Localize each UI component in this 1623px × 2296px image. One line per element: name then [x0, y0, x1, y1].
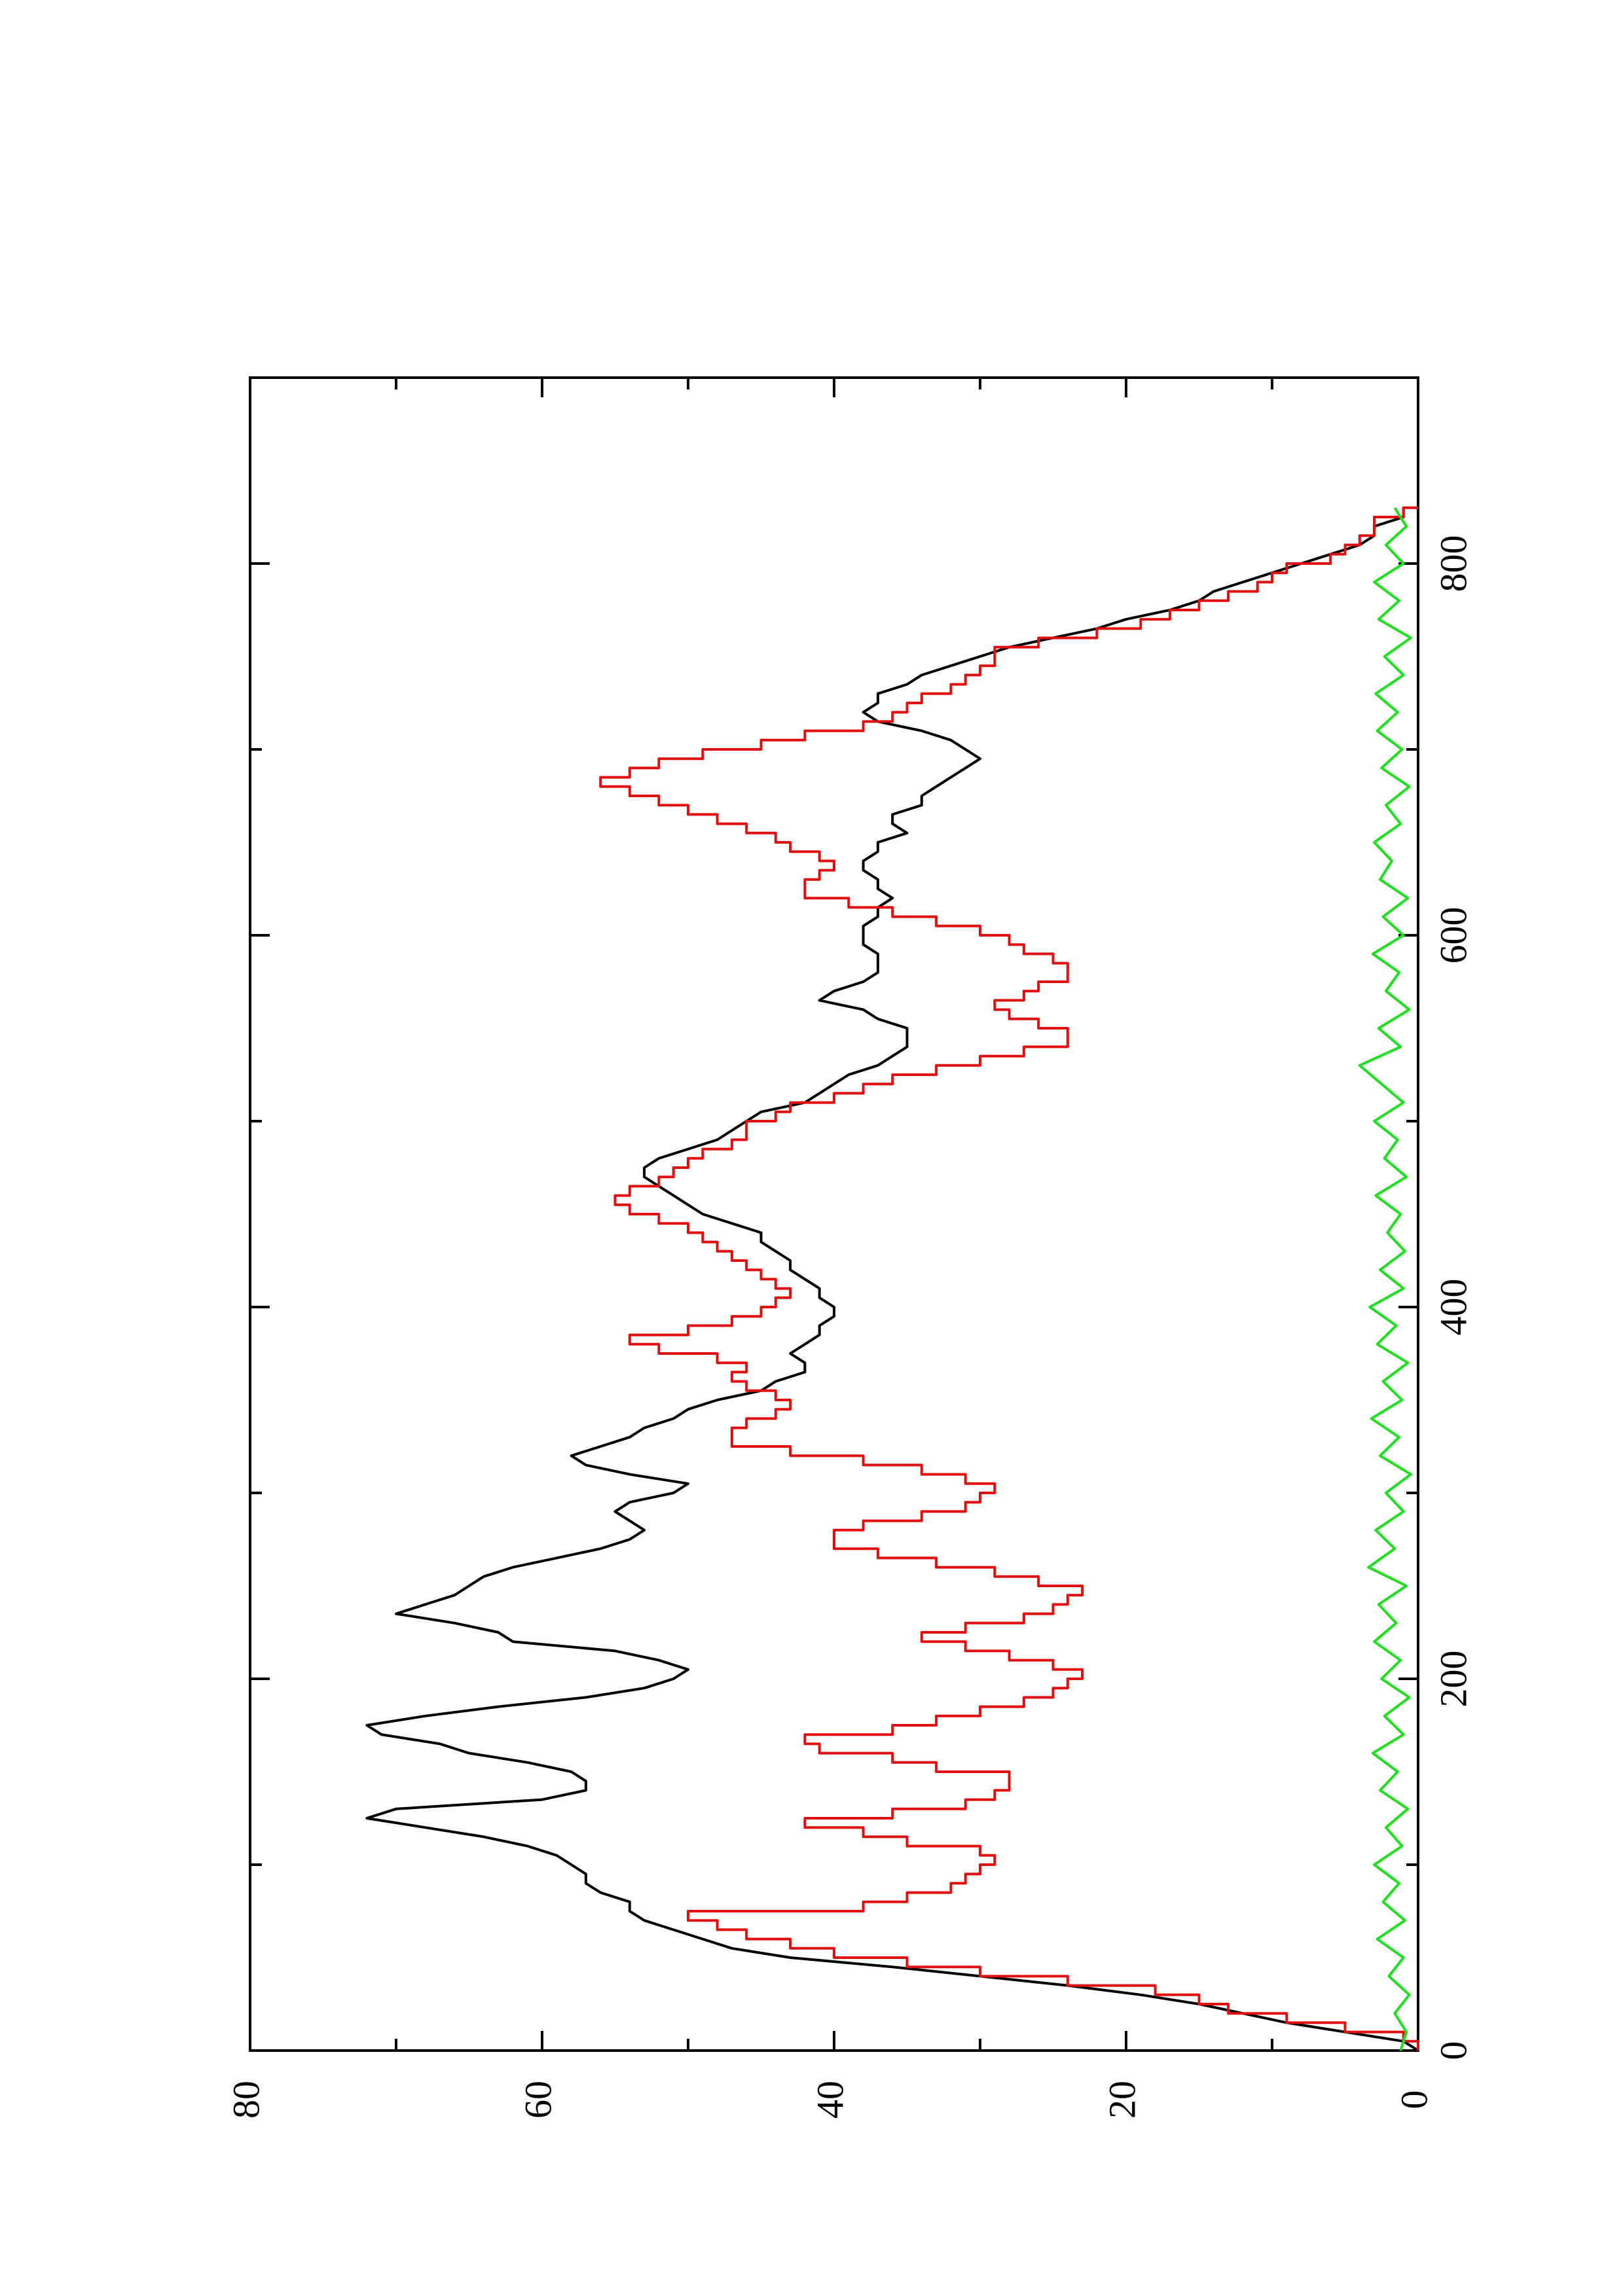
- x-tick-label: 800: [1432, 535, 1474, 592]
- x-tick-label: 600: [1432, 907, 1474, 964]
- y-tick-label: 80: [225, 2081, 267, 2119]
- series-line-1: [365, 507, 1419, 2052]
- x-tick-label: 200: [1432, 1651, 1474, 1708]
- y-tick-label: 60: [517, 2081, 559, 2119]
- plot-frame: [249, 376, 1419, 2052]
- tick-labels-layer: 0 200 400 600 800 0 20 40 60 80: [225, 535, 1474, 2119]
- series-line-3: [1358, 507, 1412, 2051]
- series-layer: [365, 506, 1419, 2052]
- series-line-2: [599, 506, 1419, 2051]
- y-tick-label: 20: [1101, 2081, 1143, 2119]
- x-tick-label: 0: [1432, 2041, 1474, 2060]
- y-tick-label: 40: [809, 2081, 851, 2119]
- ticks-layer: [249, 376, 1419, 2052]
- x-tick-label: 400: [1432, 1279, 1474, 1336]
- y-tick-label: 0: [1393, 2090, 1435, 2109]
